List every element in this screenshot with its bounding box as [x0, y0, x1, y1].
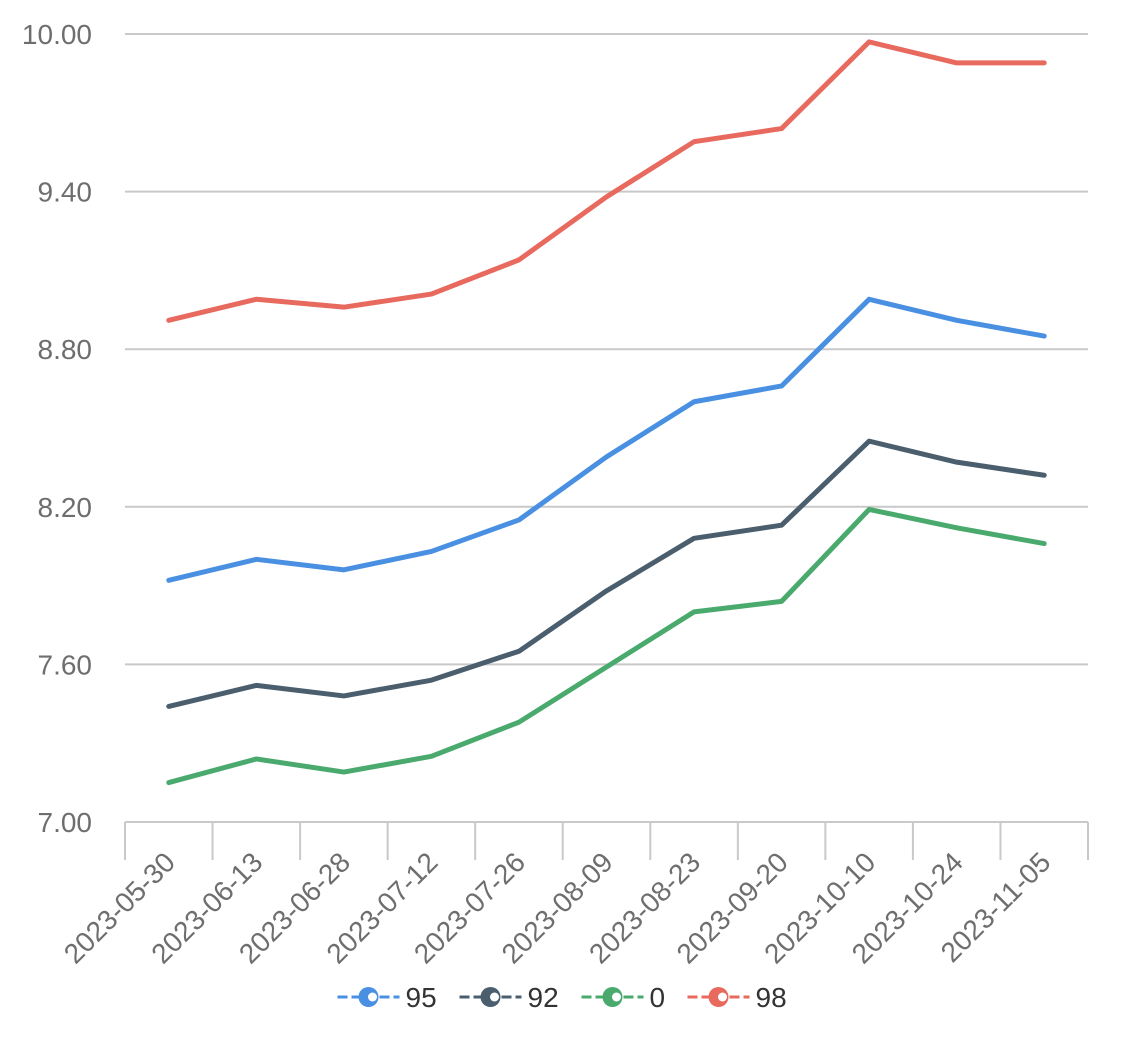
- grid-layer: [125, 33, 1088, 666]
- series-line-98: [166, 39, 1047, 323]
- legend-label: 95: [406, 982, 437, 1013]
- series-line-92: [166, 438, 1047, 709]
- y-tick-label: 7.00: [38, 807, 93, 838]
- y-tick-label: 8.80: [38, 334, 93, 365]
- legend-label: 92: [528, 982, 559, 1013]
- legend-item-95[interactable]: 95: [337, 982, 437, 1013]
- legend-item-92[interactable]: 92: [459, 982, 559, 1013]
- series-line-95: [166, 296, 1047, 583]
- legend-symbol-hole: [718, 992, 727, 1002]
- y-tick-label: 10.00: [22, 19, 92, 50]
- y-tick-label: 7.60: [38, 649, 93, 680]
- series-layer: [166, 39, 1047, 786]
- legend-item-0[interactable]: 0: [581, 982, 666, 1013]
- legend-label: 0: [650, 982, 666, 1013]
- legend-label: 98: [756, 982, 787, 1013]
- legend-symbol-hole: [368, 992, 377, 1002]
- legend-symbol-hole: [612, 992, 621, 1002]
- series-line-0: [166, 506, 1047, 786]
- y-tick-label: 9.40: [38, 177, 93, 208]
- legend-symbol-hole: [490, 992, 499, 1002]
- y-tick-label: 8.20: [38, 492, 93, 523]
- legend[interactable]: 95 92 0 98: [337, 982, 787, 1013]
- legend-item-98[interactable]: 98: [687, 982, 787, 1013]
